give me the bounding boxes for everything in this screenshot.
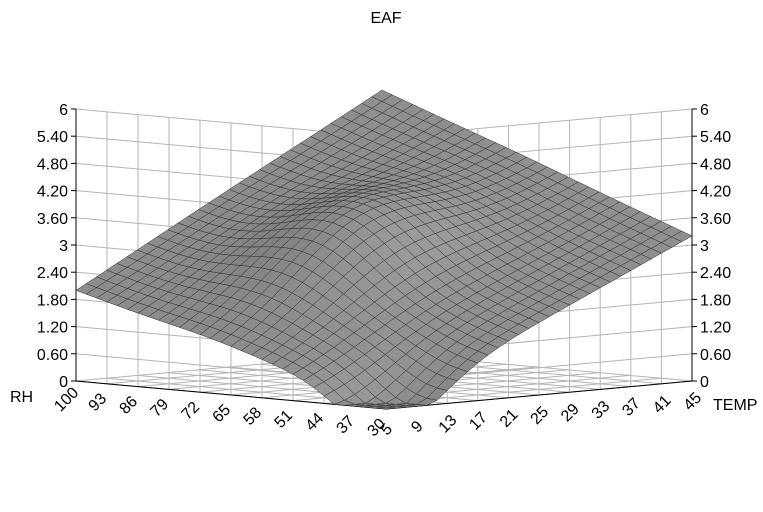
z-tick-label-left: 4.20 <box>37 184 68 201</box>
z-tick-label-right: 3 <box>700 238 709 255</box>
z-tick-label-left: 6 <box>59 102 68 119</box>
temp-tick-label: 33 <box>589 398 614 423</box>
z-tick-label-right: 5.40 <box>700 129 731 146</box>
temp-axis-title: TEMP <box>713 397 757 414</box>
z-tick-label-left: 5.40 <box>37 129 68 146</box>
temp-tick-label: 37 <box>619 395 644 420</box>
temp-tick-label: 17 <box>466 409 491 434</box>
rh-tick-label: 86 <box>117 393 142 418</box>
z-tick-label-left: 4.80 <box>37 156 68 173</box>
z-tick-label-right: 3.60 <box>700 211 731 228</box>
z-tick-label-left: 1.80 <box>37 292 68 309</box>
temp-tick-label: 13 <box>436 412 461 437</box>
rh-tick-label: 72 <box>179 399 204 424</box>
rh-tick-label: 100 <box>51 384 82 415</box>
z-tick-label-right: 4.80 <box>700 156 731 173</box>
rh-tick-label: 51 <box>272 407 297 432</box>
temp-tick-label: 29 <box>558 401 583 426</box>
z-tick-label-right: 4.20 <box>700 184 731 201</box>
z-tick-label-left: 3 <box>59 238 68 255</box>
rh-tick-label: 65 <box>210 401 235 426</box>
rh-tick-label: 93 <box>86 390 111 415</box>
z-tick-label-right: 1.20 <box>700 320 731 337</box>
z-tick-label-right: 1.80 <box>700 292 731 309</box>
z-tick-label-left: 1.20 <box>37 320 68 337</box>
temp-tick-label: 25 <box>528 403 553 428</box>
z-tick-label-left: 3.60 <box>37 211 68 228</box>
z-tick-label-right: 0 <box>700 374 709 391</box>
z-tick-label-right: 0.60 <box>700 347 731 364</box>
temp-tick-label: 41 <box>650 392 675 417</box>
z-axis-title: EAF <box>370 10 401 27</box>
temp-tick-label: 9 <box>408 418 426 436</box>
rh-tick-label: 37 <box>334 413 359 438</box>
rh-tick-label: 58 <box>241 404 266 429</box>
rh-axis-title: RH <box>10 389 33 406</box>
z-tick-label-right: 2.40 <box>700 265 731 282</box>
z-tick-label-left: 0 <box>59 374 68 391</box>
surface-cell <box>375 406 397 410</box>
surface-plot <box>75 89 693 410</box>
rh-tick-label: 44 <box>303 410 328 435</box>
rh-tick-label: 79 <box>148 396 173 421</box>
temp-tick-label: 45 <box>681 389 706 414</box>
z-tick-label-right: 6 <box>700 102 709 119</box>
z-tick-label-left: 0.60 <box>37 347 68 364</box>
temp-tick-label: 21 <box>497 406 522 431</box>
z-tick-label-left: 2.40 <box>37 265 68 282</box>
temp-axis-line <box>385 380 693 410</box>
